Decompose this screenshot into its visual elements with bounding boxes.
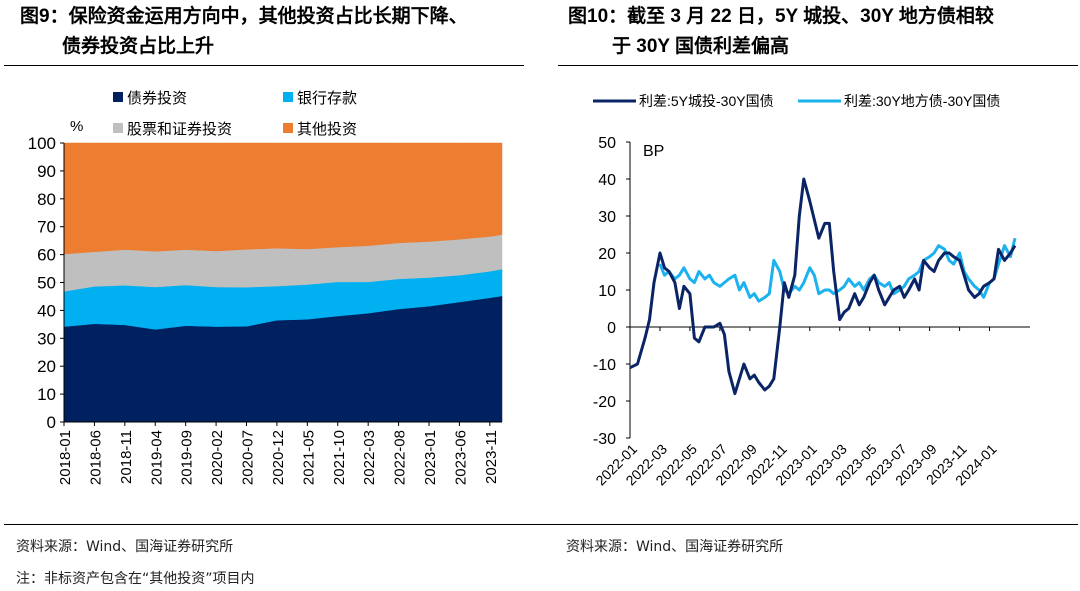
y-tick-label: 30 — [37, 329, 56, 348]
stacked-area-chart: 债券投资 银行存款 股票和证券投资 其他投资 % 0 10 20 30 40 50 60 70… — [28, 90, 503, 485]
footer-divider — [4, 524, 1078, 525]
legend-swatch-other — [283, 123, 293, 133]
legend-label-bond: 债券投资 — [127, 90, 187, 107]
y-tick-label: 90 — [37, 162, 56, 181]
legend-label-other: 其他投资 — [297, 121, 357, 138]
y-tick-label: 10 — [598, 283, 616, 300]
y-tick-label: 20 — [598, 246, 616, 263]
x-tick-label: 2018-06 — [87, 430, 104, 485]
title-divider-left — [4, 65, 524, 66]
x-tick-label: 2022-03 — [361, 430, 378, 485]
legend-label-cityinv: 利差:5Y城投-30Y国债 — [639, 93, 774, 109]
chart-legend: 债券投资 银行存款 股票和证券投资 其他投资 — [113, 90, 357, 138]
figure-9-title-line2: 债券投资占比上升 — [62, 36, 215, 57]
footnote: 注：非标资产包含在“其他投资”项目内 — [16, 571, 255, 587]
legend-swatch-stock — [113, 123, 123, 133]
x-tick-label: 2021-05 — [300, 430, 317, 485]
y-tick-label: -30 — [593, 431, 616, 448]
y-tick-label: 20 — [37, 357, 56, 376]
y-tick-label: 10 — [37, 385, 56, 404]
legend-swatch-bond — [113, 92, 123, 102]
y-tick-label: -20 — [593, 394, 616, 411]
legend-swatch-bank — [283, 92, 293, 102]
line-series-cityinv-spread — [629, 177, 1017, 396]
y-tick-label: -10 — [593, 357, 616, 374]
line-chart: 利差:5Y城投-30Y国债 利差:30Y地方债-30Y国债 BP -30 -20 -… — [592, 93, 1030, 488]
legend-label-stock: 股票和证券投资 — [127, 121, 232, 138]
y-tick-label: 100 — [28, 134, 56, 153]
x-tick-label: 2018-11 — [118, 430, 135, 484]
area-other — [63, 142, 503, 255]
figure-10-title-line1: 图10：截至 3 月 22 日，5Y 城投、30Y 地方债相较 — [568, 6, 994, 27]
x-tick-label: 2020-12 — [270, 430, 287, 485]
x-tick-label: 2018-01 — [57, 430, 74, 485]
x-tick-label: 2020-07 — [240, 430, 257, 485]
axes: -30-20-10010203040502022-012022-032022-0… — [592, 135, 1030, 488]
x-tick-label: 2020-02 — [209, 430, 226, 485]
y-tick-label: 30 — [598, 209, 616, 226]
title-divider-right — [558, 65, 1078, 66]
y-tick-label: 40 — [37, 301, 56, 320]
x-tick-label: 2023-01 — [422, 430, 439, 485]
y-tick-label: 50 — [37, 274, 56, 293]
source-right: 资料来源：Wind、国海证券研究所 — [566, 539, 784, 555]
source-left: 资料来源：Wind、国海证券研究所 — [16, 539, 234, 555]
x-tick-label: 2019-04 — [148, 430, 165, 485]
x-tick-label: 2023-11 — [483, 430, 500, 484]
y-tick-label: 80 — [37, 190, 56, 209]
x-tick-label: 2021-10 — [331, 430, 348, 485]
y-axis-unit-label: % — [70, 118, 83, 135]
y-tick-label: 60 — [37, 246, 56, 265]
y-tick-label: 0 — [47, 413, 56, 432]
y-tick-label: 70 — [37, 218, 56, 237]
figure-10-title-line2: 于 30Y 国债利差偏高 — [612, 36, 790, 57]
figure-10-title: 图10：截至 3 月 22 日，5Y 城投、30Y 地方债相较 于 30Y 国债… — [568, 2, 1078, 62]
x-tick-label: 2019-09 — [179, 430, 196, 485]
figure-9-title: 图9：保险资金运用方向中，其他投资占比长期下降、 债券投资占比上升 — [20, 2, 540, 62]
y-tick-label: 0 — [607, 320, 616, 337]
area-series-group — [63, 142, 503, 423]
figure-9-title-line1: 图9：保险资金运用方向中，其他投资占比长期下降、 — [20, 6, 468, 27]
chart-legend: 利差:5Y城投-30Y国债 利差:30Y地方债-30Y国债 — [593, 93, 1000, 109]
x-tick-label: 2023-06 — [452, 430, 469, 485]
y-tick-label: 50 — [598, 135, 616, 152]
legend-label-bank: 银行存款 — [297, 90, 357, 107]
axes: 0 10 20 30 40 50 60 70 80 90 100 2018-01 2018-06 2018… — [28, 134, 502, 485]
legend-label-local: 利差:30Y地方债-30Y国债 — [844, 93, 1000, 109]
y-axis-unit-label: BP — [643, 143, 664, 160]
line-series-group — [629, 177, 1017, 396]
y-tick-label: 40 — [598, 172, 616, 189]
x-tick-label: 2022-08 — [392, 430, 409, 485]
